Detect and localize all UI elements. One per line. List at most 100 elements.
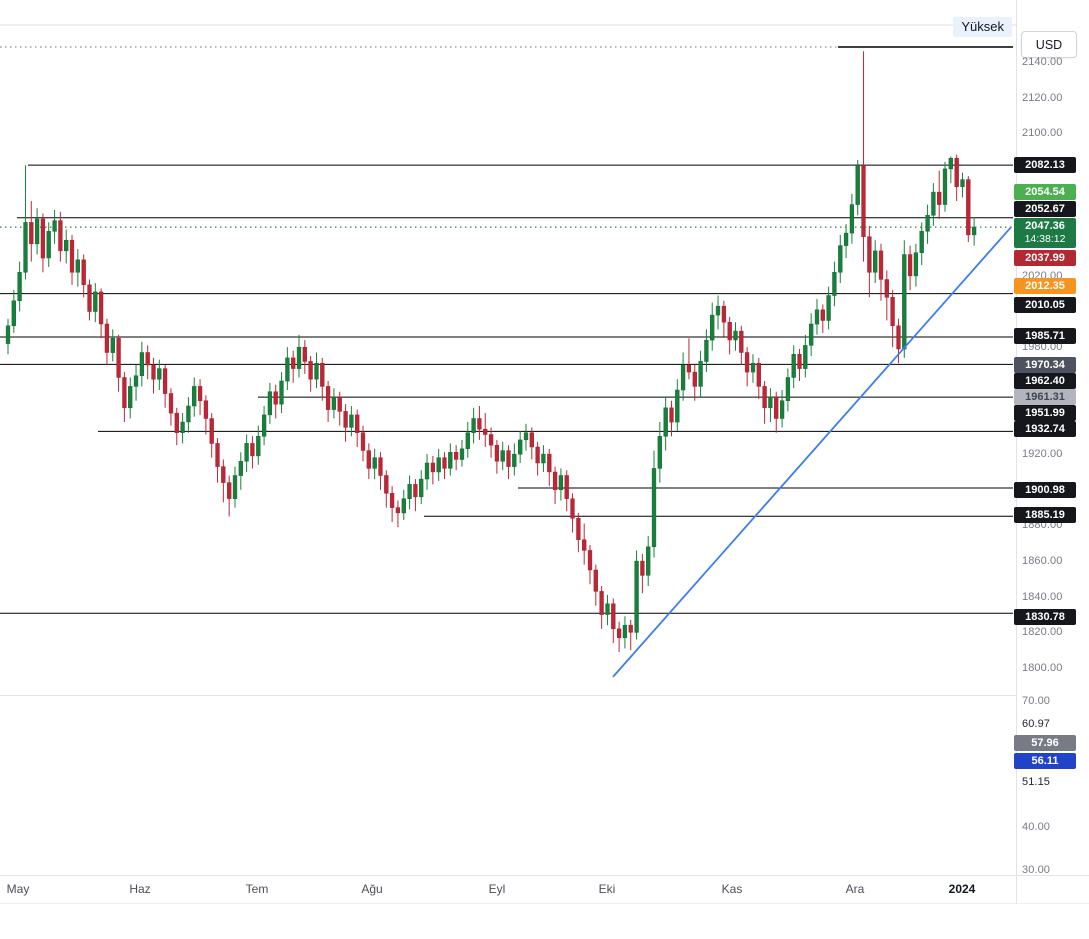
price-axis-badge: 1962.40 (1014, 372, 1076, 389)
candle-body (17, 272, 22, 302)
trendline[interactable] (612, 226, 1012, 678)
candle-body (320, 362, 325, 387)
time-axis-label-Tem: Tem (245, 882, 269, 896)
candle-body (902, 254, 907, 350)
price-axis-label: 1820.00 (1022, 626, 1063, 639)
candle-body (355, 414, 360, 433)
candle-body (29, 222, 34, 245)
price-axis-badge: 2082.13 (1014, 157, 1076, 173)
candle-body (203, 400, 209, 419)
candle-body (256, 436, 261, 457)
candle-body (232, 475, 238, 499)
candle-body (913, 252, 919, 277)
candle-body (81, 259, 86, 286)
candle-body (506, 450, 511, 467)
candle-body (337, 396, 342, 412)
candle-body (721, 305, 727, 323)
candle-body (669, 407, 674, 423)
candle-body (488, 434, 494, 446)
time-axis-label-Eyl: Eyl (488, 882, 506, 896)
candle-body (873, 250, 878, 273)
candle-body (948, 157, 953, 170)
candle-body (23, 222, 28, 273)
candle-body (384, 475, 389, 494)
price-axis-badge: 2037.99 (1014, 249, 1076, 266)
candle-body (779, 400, 785, 419)
price-axis-label: 1860.00 (1022, 555, 1063, 568)
candle-body (564, 475, 569, 499)
price-axis-label: 1920.00 (1022, 448, 1063, 461)
candle-body (430, 462, 436, 473)
candle-body (477, 418, 482, 430)
candle-body (861, 165, 866, 237)
candle-body (832, 272, 837, 296)
candle-body (401, 498, 406, 514)
candle-body (640, 560, 645, 576)
candle-body (52, 220, 57, 232)
candle-body (867, 236, 872, 273)
candle-body (925, 215, 930, 232)
rsi-axis-label: 70.00 (1022, 695, 1051, 707)
candle-body (58, 220, 63, 252)
candle-body (133, 375, 139, 387)
candle-body (960, 179, 965, 187)
candle-body (104, 323, 110, 353)
price-axis-badge: 1985.71 (1014, 328, 1076, 344)
candle-body (209, 418, 214, 444)
candle-body (576, 518, 581, 540)
candle-body (686, 364, 692, 373)
candle-body (471, 418, 476, 434)
candle-body (500, 450, 505, 462)
candle-body (5, 325, 11, 344)
price-axis-badge: 1961.31 (1014, 388, 1076, 405)
candle-body (459, 448, 465, 460)
high-level-label[interactable]: Yüksek (953, 17, 1012, 37)
candle-body (715, 305, 721, 316)
candle-body (907, 254, 913, 277)
candle-body (64, 239, 69, 252)
candle-body (803, 345, 808, 369)
price-axis-label: 1800.00 (1022, 662, 1063, 675)
price-axis-label: 1980.00 (1022, 341, 1063, 354)
candle-body (628, 624, 633, 633)
candle-body (698, 361, 703, 387)
candle-body (407, 484, 412, 499)
top-divider (0, 24, 1016, 26)
pane-divider[interactable] (0, 695, 1016, 696)
price-axis-badge: 1951.99 (1014, 404, 1076, 421)
candle-body (314, 362, 319, 380)
candle-body (389, 493, 395, 508)
candle-body (267, 391, 273, 416)
candle-body (465, 432, 470, 449)
candle-body (122, 377, 127, 409)
candle-body (558, 475, 564, 491)
candle-body (285, 357, 290, 382)
candle-body (750, 362, 756, 373)
candle-body (331, 396, 337, 410)
candle-body (442, 457, 447, 469)
candle-body (785, 377, 791, 401)
price-axis-label: 2100.00 (1022, 127, 1063, 140)
time-axis-label-Ara: Ara (845, 882, 865, 896)
candle-body (186, 405, 191, 423)
candle-body (128, 386, 133, 409)
candle-body (366, 450, 371, 469)
rsi-axis-label: 40.00 (1022, 821, 1051, 833)
candle-body (884, 279, 889, 298)
candle-body (325, 386, 331, 410)
price-axis-badge: 2012.35 (1014, 278, 1076, 294)
candle-body (727, 321, 732, 341)
candle-body (93, 291, 98, 312)
candles[interactable] (5, 51, 977, 652)
price-axis-label: 1840.00 (1022, 590, 1063, 603)
candle-body (453, 452, 459, 460)
candle-body (954, 157, 959, 187)
time-axis-label-Kas: Kas (721, 882, 743, 896)
candle-body (762, 386, 767, 409)
candle-body (378, 457, 383, 476)
candle-body (739, 330, 744, 353)
candle-body (34, 218, 40, 245)
candle-body (552, 471, 558, 491)
currency-button[interactable]: USD (1021, 31, 1077, 58)
